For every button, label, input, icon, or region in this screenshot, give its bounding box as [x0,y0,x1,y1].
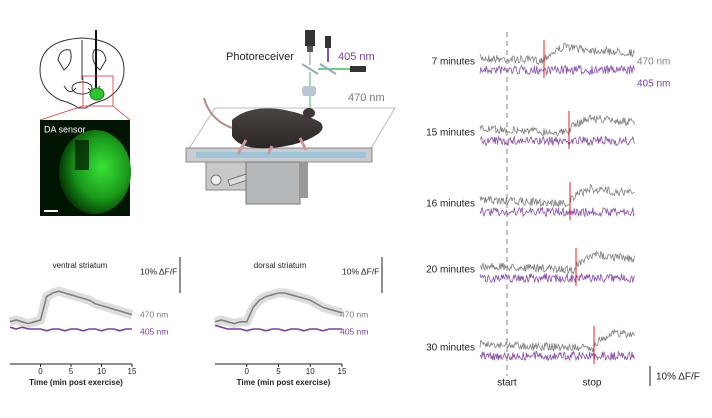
trace-405 [479,135,635,147]
histology-shadow [75,140,89,170]
session-label: 30 minutes [426,343,475,354]
trace-405 [479,272,635,284]
error-band [213,288,344,329]
wavelength-470-label: 470 nm [348,92,385,104]
x-tick-label: 0 [245,367,250,376]
wavelength-405-label: 405 nm [338,51,375,63]
legend-label: 405 nm [140,326,168,336]
series-line [9,326,132,332]
chart-title: ventral striatum [53,261,108,270]
setup-illustration [185,30,396,205]
histology-signal [59,130,131,214]
legend-label: 470 nm [140,309,168,319]
series-line [214,324,342,332]
error-band [8,286,134,329]
stop-label: stop [583,378,602,389]
x-tick-label: 5 [276,367,281,376]
session-label: 15 minutes [426,128,475,139]
legend-label: 405 nm [340,326,368,336]
session-label: 16 minutes [426,199,475,210]
session-label: 20 minutes [426,265,475,276]
x-tick-label: 10 [97,367,106,376]
x-tick-label: 15 [338,367,347,376]
photoreceiver-label: Photoreceiver [226,51,294,63]
scale-bar-label: 10% ΔF/F [342,266,379,276]
trace-405 [479,350,635,362]
trace-405 [479,206,635,218]
trace-470 [479,114,635,137]
histology-label: DA sensor [44,124,86,134]
series-line [9,290,133,325]
trace-405 [479,64,635,76]
legend-label: 470 nm [340,309,368,319]
x-axis-label: Time (min post exercise) [29,378,123,387]
trace-470 [479,42,635,66]
x-tick-label: 15 [128,367,137,376]
legend-label: 405 nm [637,79,670,90]
scale-bar-label: 10% ΔF/F [140,266,177,276]
trace-470 [479,184,635,209]
x-tick-label: 0 [38,367,43,376]
trace-470 [479,328,635,353]
legend-label: 470 nm [637,57,670,68]
start-label: start [497,378,517,389]
chart-title: dorsal striatum [254,261,307,270]
series-line [214,292,343,325]
x-tick-label: 5 [69,367,74,376]
x-axis-label: Time (min post exercise) [237,378,331,387]
x-tick-label: 10 [306,367,315,376]
brain-schematic [39,30,131,121]
trace-470 [479,250,635,275]
session-label: 7 minutes [432,57,475,68]
scale-bar-label: 10% ΔF/F [656,372,700,383]
